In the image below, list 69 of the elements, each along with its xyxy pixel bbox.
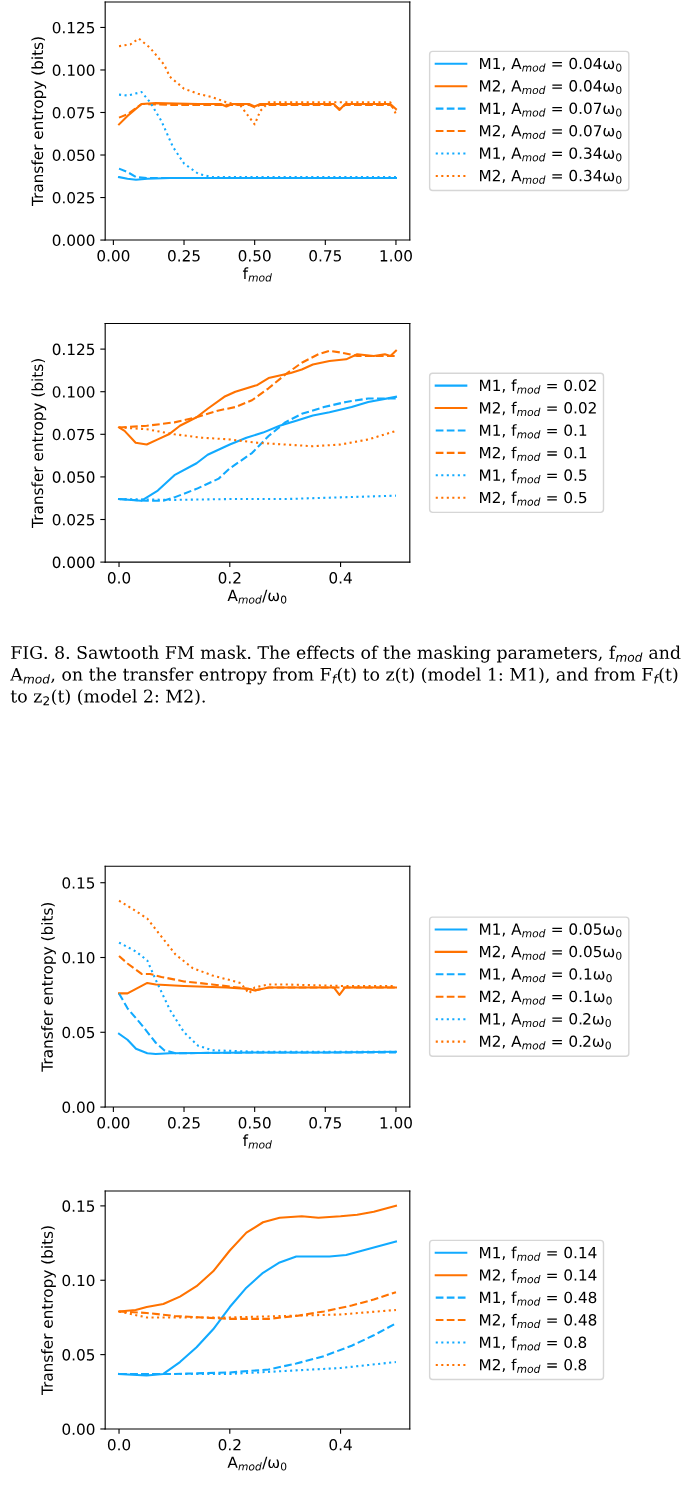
legend-label: M2, f$_{mod}$ = 0.48 [480, 1313, 597, 1329]
legend-label: M1, f$_{mod}$ = 0.8 [480, 1336, 587, 1351]
y-tick-label: 0.075 [52, 106, 95, 119]
y-tick-label: 0.000 [52, 234, 95, 247]
legend-label: M1, A$_{mod}$ = 0.2ω$_{0}$ [480, 1013, 611, 1028]
y-axis-title: Transfer entropy (bits) [31, 359, 47, 528]
legend-label: M1, f$_{mod}$ = 0.14 [480, 1246, 597, 1261]
x-axis-title: f$_{mod}$ [242, 1134, 272, 1149]
y-tick-label: 0.125 [52, 21, 95, 34]
legend-label: M1, A$_{mod}$ = 0.05ω$_{0}$ [480, 923, 622, 938]
legend-label: M1, f$_{mod}$ = 0.02 [480, 379, 596, 394]
x-axis-title: A$_{mod}$/ω$_{0}$ [227, 1456, 287, 1471]
legend-label: M2, f$_{mod}$ = 0.02 [480, 401, 596, 417]
legend-label: M1, A$_{mod}$ = 0.1ω$_{0}$ [480, 968, 612, 983]
legend-label: M1, A$_{mod}$ = 0.34ω$_{0}$ [480, 147, 622, 162]
x-tick-label: 0.4 [329, 572, 352, 584]
y-tick-label: 0.10 [62, 1274, 95, 1287]
y-axis-title: Transfer entropy (bits) [31, 37, 47, 207]
x-tick-label: 0.0 [107, 1438, 131, 1451]
y-tick-label: 0.10 [62, 951, 95, 964]
y-tick-label: 0.00 [62, 1101, 95, 1114]
y-tick-label: 0.05 [62, 1349, 95, 1361]
legend-label: M1, A$_{mod}$ = 0.04ω$_{0}$ [480, 57, 622, 72]
x-axis-title: f$_{mod}$ [242, 267, 272, 282]
legend-label: M2, f$_{mod}$ = 0.5 [480, 491, 587, 506]
legend-label: M2, A$_{mod}$ = 0.04ω$_{0}$ [480, 80, 622, 95]
x-tick-label: 0.50 [238, 1117, 271, 1129]
x-tick-label: 1.00 [380, 250, 412, 262]
x-tick-label: 0.2 [218, 1438, 241, 1451]
y-tick-label: 0.000 [52, 556, 95, 569]
x-tick-label: 0.75 [309, 1117, 341, 1129]
legend-label: M2, A$_{mod}$ = 0.05ω$_{0}$ [480, 945, 622, 960]
y-axis-title: Transfer entropy (bits) [41, 1226, 56, 1396]
x-tick-label: 0.00 [97, 250, 130, 262]
legend-label: M1, f$_{mod}$ = 0.5 [480, 469, 587, 484]
legend-label: M1, f$_{mod}$ = 0.48 [480, 1291, 597, 1306]
x-tick-label: 0.4 [329, 1438, 352, 1451]
y-tick-label: 0.100 [52, 64, 95, 76]
y-tick-label: 0.15 [62, 877, 95, 889]
legend-label: M2, f$_{mod}$ = 0.1 [480, 446, 587, 461]
x-tick-label: 0.2 [218, 572, 241, 584]
legend-label: M1, A$_{mod}$ = 0.07ω$_{0}$ [480, 102, 622, 117]
y-tick-label: 0.125 [52, 343, 95, 356]
legend-label: M1, f$_{mod}$ = 0.1 [480, 424, 587, 439]
legend-label: M2, A$_{mod}$ = 0.2ω$_{0}$ [480, 1035, 611, 1050]
x-tick-label: 1.00 [380, 1117, 412, 1129]
x-tick-label: 0.00 [97, 1117, 130, 1129]
y-tick-label: 0.15 [62, 1200, 95, 1212]
x-tick-label: 0.0 [107, 572, 131, 584]
y-axis-title: Transfer entropy (bits) [41, 902, 56, 1072]
y-tick-label: 0.025 [52, 192, 95, 204]
y-tick-label: 0.025 [52, 513, 95, 526]
y-tick-label: 0.100 [52, 386, 95, 398]
text: FIG. 8. Sawtooth FM mask. The effects of the masking parameters, f$_{mod}$ and A$_{mod}$, on the transfer entropy from F$_{f}$(t) to z(t) (model 1: M1), and from F$_{f}$(t) to z$_{2}$(t) (model 2: M2). [10, 645, 681, 706]
x-tick-label: 0.25 [168, 250, 200, 262]
legend-label: M2, A$_{mod}$ = 0.07ω$_{0}$ [480, 124, 622, 139]
x-tick-label: 0.50 [238, 250, 271, 262]
legend-label: M2, A$_{mod}$ = 0.1ω$_{0}$ [480, 990, 612, 1005]
x-tick-label: 0.75 [309, 250, 341, 262]
legend-label: M2, A$_{mod}$ = 0.34ω$_{0}$ [480, 169, 622, 184]
y-tick-label: 0.050 [52, 471, 95, 483]
x-tick-label: 0.25 [168, 1117, 200, 1129]
x-axis-title: A$_{mod}$/ω$_{0}$ [227, 589, 287, 604]
y-tick-label: 0.05 [62, 1026, 95, 1039]
y-tick-label: 0.075 [52, 428, 95, 441]
legend-label: M2, f$_{mod}$ = 0.8 [480, 1358, 587, 1373]
legend-label: M2, f$_{mod}$ = 0.14 [480, 1268, 597, 1284]
y-tick-label: 0.00 [62, 1423, 95, 1435]
y-tick-label: 0.050 [52, 149, 95, 162]
